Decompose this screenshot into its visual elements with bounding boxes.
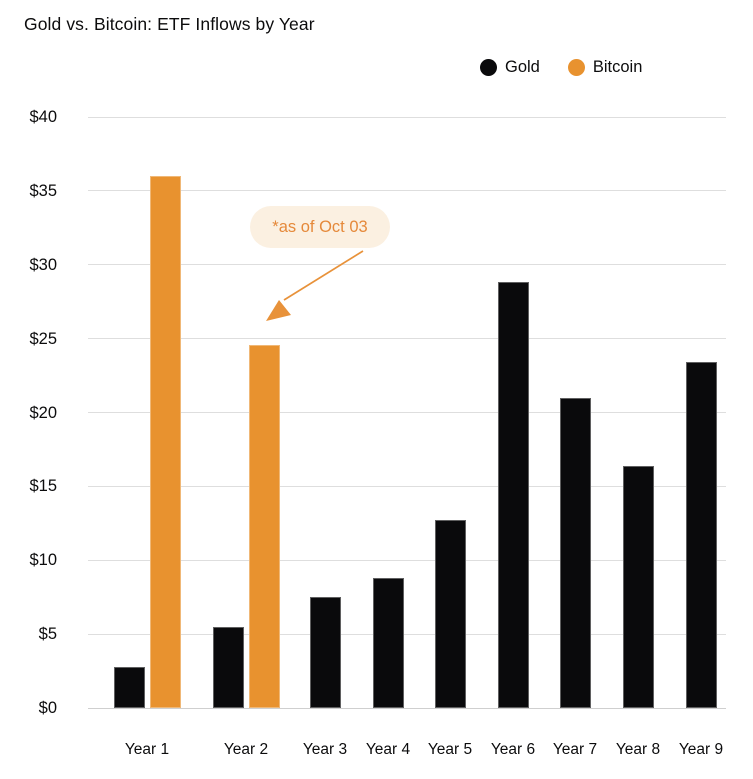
x-tick-label-year-8: Year 8	[615, 741, 661, 758]
y-tick-label-0: $0	[38, 699, 57, 717]
bar-gold-year-4	[372, 577, 404, 708]
y-tick-label-35: $35	[29, 181, 57, 200]
bar-gold-year-3	[309, 597, 341, 708]
legend-label-bitcoin: Bitcoin	[592, 57, 643, 76]
y-tick-label-40: $40	[29, 108, 57, 126]
gridline-0	[88, 707, 726, 709]
gridline-20	[88, 412, 726, 413]
x-tick-label-year-9: Year 9	[678, 741, 724, 758]
bar-gold-year-5	[434, 520, 466, 708]
gridline-10	[88, 559, 726, 561]
bar-gold-year-6	[497, 282, 529, 708]
y-tick-label-25: $25	[29, 329, 57, 348]
x-tick-label-year-3: Year 3	[302, 741, 348, 758]
bitcoin-legend-dot-icon	[567, 58, 585, 76]
gold-legend-dot-icon	[480, 58, 497, 76]
chart-title: Gold vs. Bitcoin: ETF Inflows by Year	[24, 14, 315, 34]
y-tick-label-20: $20	[29, 403, 57, 422]
x-tick-label-year-5: Year 5	[427, 741, 473, 758]
x-tick-label-year-6: Year 6	[490, 741, 536, 758]
legend-item-bitcoin: Bitcoin	[567, 57, 643, 77]
gridline-30	[88, 264, 726, 266]
bar-gold-year-2	[213, 626, 244, 708]
y-tick-label-5: $5	[38, 625, 57, 644]
bar-bitcoin-year-1	[150, 176, 181, 708]
bar-bitcoin-year-2	[249, 344, 280, 708]
x-tick-label-year-2: Year 2	[223, 741, 269, 758]
bar-gold-year-1	[114, 666, 145, 708]
annotation-callout: *as of Oct 03	[250, 206, 390, 248]
legend-item-gold: Gold	[480, 58, 540, 77]
legend: Gold Bitcoin	[480, 53, 680, 81]
y-tick-label-15: $15	[29, 477, 57, 496]
gridline-35	[88, 190, 726, 192]
bar-gold-year-9	[685, 362, 717, 708]
gridline-5	[88, 633, 726, 635]
x-tick-label-year-4: Year 4	[365, 741, 411, 758]
bar-gold-year-7	[559, 397, 591, 708]
gridline-15	[88, 485, 726, 487]
y-tick-label-10: $10	[29, 551, 57, 570]
legend-label-gold: Gold	[505, 57, 540, 76]
gridline-25	[88, 338, 726, 340]
bar-gold-year-8	[622, 465, 654, 708]
x-tick-label-year-7: Year 7	[552, 741, 598, 758]
x-tick-label-year-1: Year 1	[124, 741, 170, 758]
y-tick-label-30: $30	[29, 255, 57, 274]
gridline-40	[88, 116, 726, 118]
